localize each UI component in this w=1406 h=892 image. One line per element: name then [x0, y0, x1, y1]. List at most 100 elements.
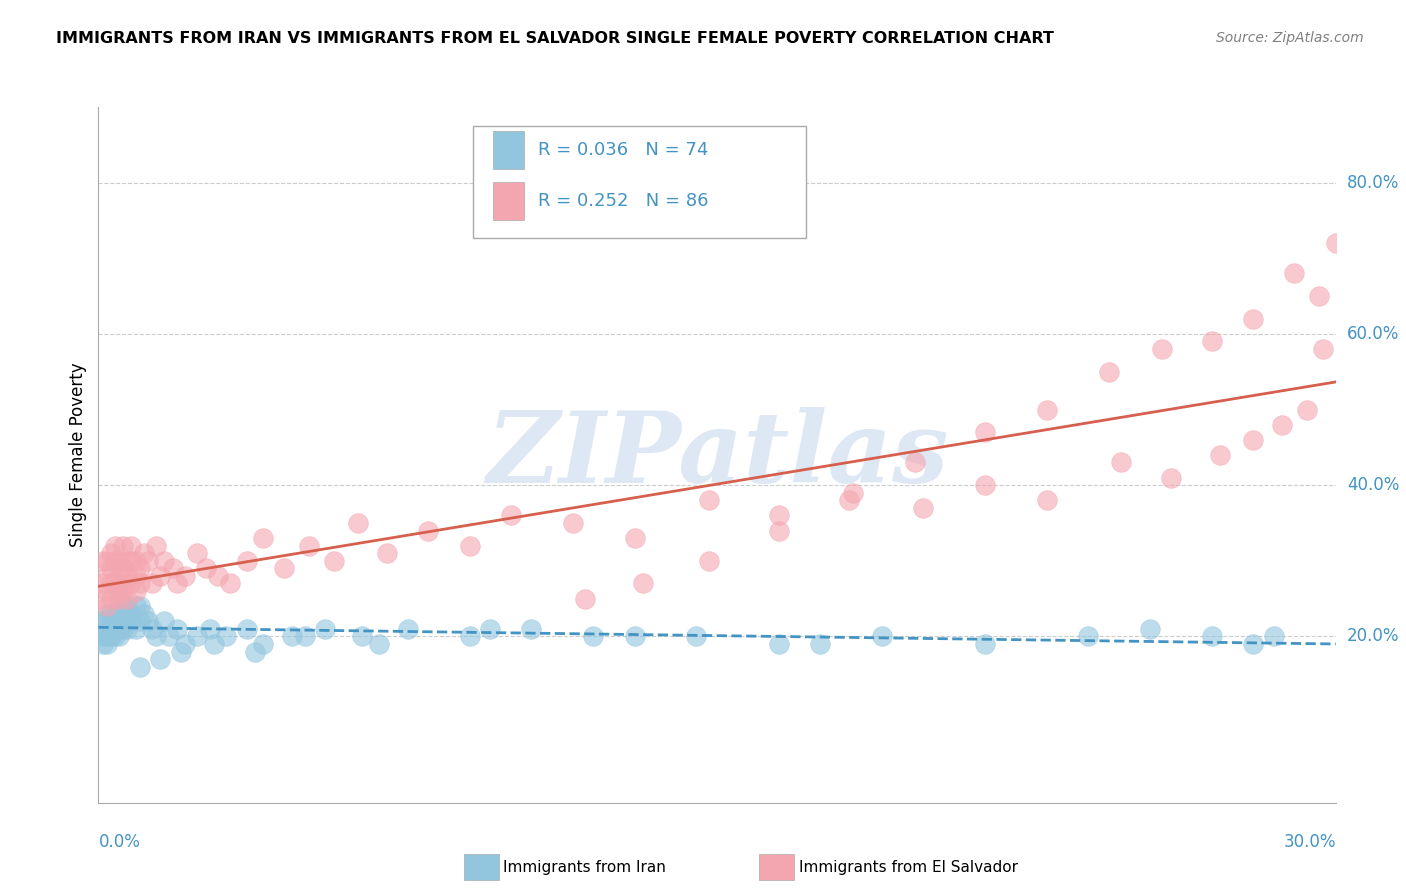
Point [117, 615, 139, 629]
Point [117, 554, 139, 568]
Point [124, 569, 146, 583]
Point [298, 539, 321, 553]
Point [561, 516, 583, 530]
Point [96, 554, 118, 568]
Text: 40.0%: 40.0% [1347, 476, 1399, 494]
Point [108, 569, 131, 583]
Point [1077, 629, 1099, 643]
Point [1271, 417, 1294, 432]
Text: ZIPatlas: ZIPatlas [486, 407, 948, 503]
Point [1201, 629, 1223, 643]
Point [112, 622, 135, 636]
Point [104, 554, 127, 568]
Point [294, 629, 316, 643]
Point [697, 554, 720, 568]
Point [153, 615, 176, 629]
Point [108, 584, 131, 599]
Point [136, 615, 159, 629]
Point [100, 629, 122, 643]
Point [904, 455, 927, 469]
Point [1098, 365, 1121, 379]
Point [132, 607, 155, 621]
Point [499, 508, 522, 523]
Point [207, 569, 229, 583]
Point [347, 516, 370, 530]
Point [136, 554, 159, 568]
Point [91, 591, 114, 606]
Text: 0.0%: 0.0% [98, 833, 141, 851]
Point [623, 531, 645, 545]
Point [104, 622, 127, 636]
Text: R = 0.036   N = 74: R = 0.036 N = 74 [537, 141, 709, 159]
Point [1241, 433, 1264, 447]
Point [104, 629, 127, 643]
Point [236, 554, 259, 568]
Point [1036, 402, 1059, 417]
Point [520, 622, 543, 636]
Point [91, 576, 114, 591]
Point [458, 539, 481, 553]
Point [153, 554, 176, 568]
Text: Source: ZipAtlas.com: Source: ZipAtlas.com [1216, 31, 1364, 45]
Point [1312, 342, 1334, 356]
Point [108, 554, 131, 568]
Point [112, 599, 135, 614]
Point [128, 615, 150, 629]
Point [838, 493, 860, 508]
Point [96, 622, 118, 636]
Point [768, 508, 790, 523]
Point [170, 644, 193, 658]
Point [219, 576, 242, 591]
Point [117, 607, 139, 621]
Point [768, 524, 790, 538]
Point [281, 629, 304, 643]
Point [124, 599, 146, 614]
Point [1308, 289, 1330, 303]
Point [96, 637, 118, 651]
Point [96, 599, 118, 614]
Point [174, 637, 197, 651]
Point [215, 629, 238, 643]
Point [574, 591, 596, 606]
Point [352, 629, 374, 643]
Point [458, 629, 481, 643]
Point [162, 561, 184, 575]
Text: 30.0%: 30.0% [1284, 833, 1336, 851]
Point [128, 576, 150, 591]
Point [120, 539, 142, 553]
Point [1209, 448, 1232, 462]
Point [243, 644, 266, 658]
Point [174, 569, 197, 583]
Point [120, 554, 142, 568]
Point [974, 478, 997, 492]
Point [100, 546, 122, 560]
Y-axis label: Single Female Poverty: Single Female Poverty [69, 363, 87, 547]
Point [96, 615, 118, 629]
Point [1241, 311, 1264, 326]
Point [96, 584, 118, 599]
Point [198, 622, 221, 636]
Point [1284, 267, 1306, 281]
Point [166, 622, 188, 636]
Point [1324, 236, 1347, 251]
Point [623, 629, 645, 643]
Point [768, 637, 790, 651]
Text: 60.0%: 60.0% [1347, 325, 1399, 343]
Point [104, 615, 127, 629]
Point [396, 622, 419, 636]
Point [112, 607, 135, 621]
Text: IMMIGRANTS FROM IRAN VS IMMIGRANTS FROM EL SALVADOR SINGLE FEMALE POVERTY CORREL: IMMIGRANTS FROM IRAN VS IMMIGRANTS FROM … [56, 31, 1054, 46]
Point [1201, 334, 1223, 349]
Point [582, 629, 605, 643]
Point [314, 622, 336, 636]
Point [141, 622, 163, 636]
Point [149, 652, 172, 666]
Point [1036, 493, 1059, 508]
Point [91, 637, 114, 651]
Point [104, 576, 127, 591]
Point [1295, 402, 1317, 417]
Point [974, 637, 997, 651]
Point [108, 629, 131, 643]
Point [100, 591, 122, 606]
Point [186, 629, 208, 643]
